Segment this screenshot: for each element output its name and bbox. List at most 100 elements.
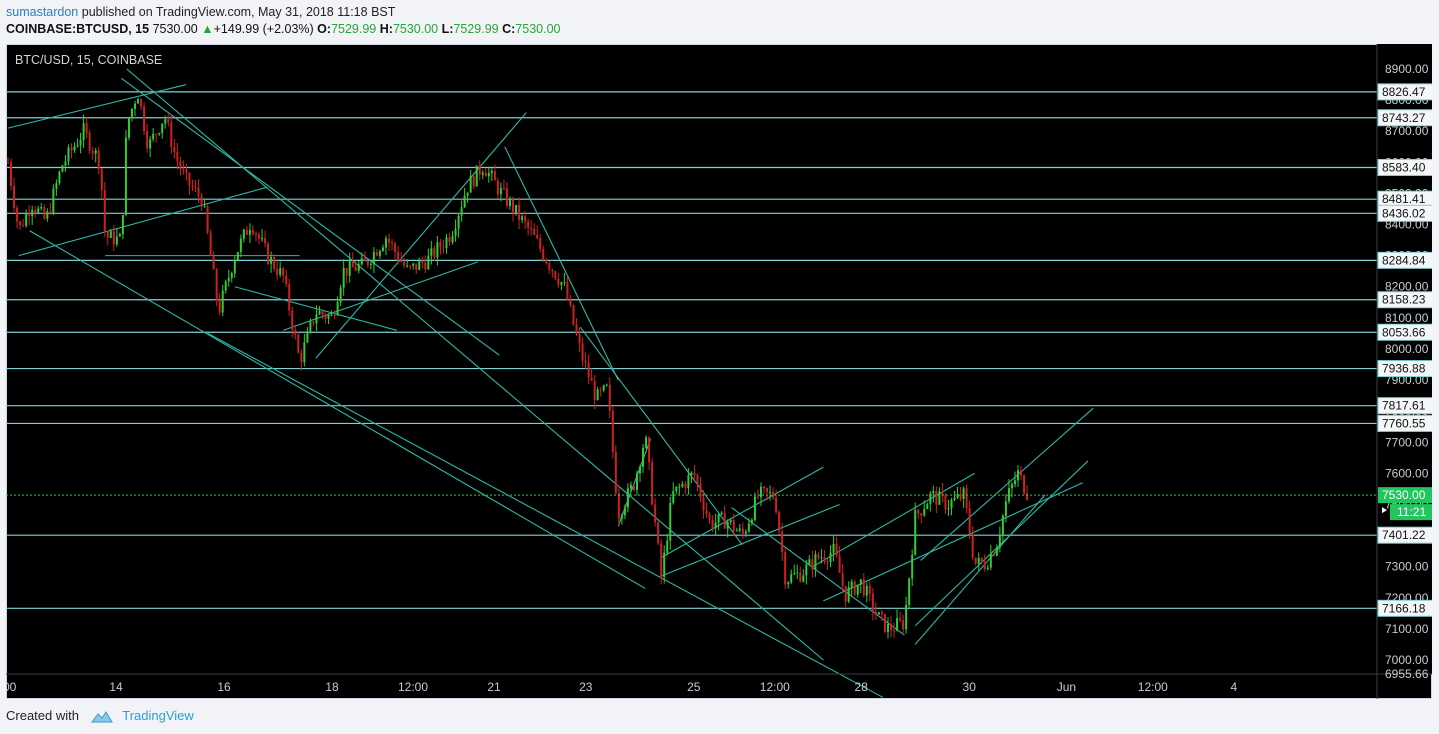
trend-line[interactable] xyxy=(315,112,527,359)
candle-body xyxy=(518,204,521,220)
candle-body xyxy=(841,572,844,586)
candle-body xyxy=(784,552,787,585)
trend-line[interactable] xyxy=(731,507,905,636)
candle-body xyxy=(548,263,551,270)
y-tick-label: 7100.00 xyxy=(1385,622,1429,636)
trend-line[interactable] xyxy=(617,438,652,527)
candle-body xyxy=(515,204,518,213)
chart-frame xyxy=(6,44,1432,699)
ohlc-row: COINBASE:BTCUSD, 15 7530.00 ▲+149.99 (+2… xyxy=(6,22,560,36)
trend-line[interactable] xyxy=(234,286,397,331)
candle-body xyxy=(693,472,696,476)
candle-body xyxy=(905,604,908,630)
candle-body xyxy=(188,172,191,186)
trend-line[interactable] xyxy=(661,466,824,558)
trend-line[interactable] xyxy=(920,407,1094,561)
candle-body xyxy=(717,514,720,523)
candle-body xyxy=(439,242,442,248)
candle-body xyxy=(793,573,796,575)
candle-body xyxy=(161,123,164,134)
candle-body xyxy=(64,161,67,166)
candle-body xyxy=(989,553,992,568)
candle-body xyxy=(499,187,502,195)
x-tick-label: 12:00 xyxy=(760,680,790,694)
level-price-label: 7401.22 xyxy=(1382,528,1426,542)
level-price-tag xyxy=(1377,291,1432,309)
candle-body xyxy=(536,234,539,239)
change-value: +149.99 (+2.03%) xyxy=(213,22,314,36)
trend-line[interactable] xyxy=(504,146,619,381)
trend-line[interactable] xyxy=(126,68,824,661)
candle-body xyxy=(58,171,61,184)
candle-body xyxy=(714,522,717,529)
candle-body xyxy=(914,509,917,555)
candle-body xyxy=(118,234,121,237)
candle-body xyxy=(998,534,1001,548)
candle-body xyxy=(521,216,524,220)
candle-body xyxy=(560,282,563,285)
candle-body xyxy=(239,238,242,253)
candle-body xyxy=(527,221,530,228)
candle-body xyxy=(947,508,950,510)
candle-body xyxy=(297,334,300,353)
level-price-tag xyxy=(1377,204,1432,222)
candle-body xyxy=(602,385,605,391)
candle-body xyxy=(291,310,294,330)
candle-body xyxy=(478,165,481,175)
candle-body xyxy=(778,512,781,532)
trend-line[interactable] xyxy=(914,494,1046,645)
candle-body xyxy=(366,261,369,265)
level-price-tag xyxy=(1377,83,1432,101)
countdown-tag xyxy=(1390,504,1432,521)
candle-body xyxy=(481,172,484,175)
candle-body xyxy=(874,611,877,615)
trend-line[interactable] xyxy=(29,230,646,589)
trend-line[interactable] xyxy=(661,503,840,577)
candle-body xyxy=(330,314,333,316)
candle-body xyxy=(578,334,581,344)
candle-body xyxy=(55,183,58,189)
candle-body xyxy=(487,172,490,177)
candle-body xyxy=(986,567,989,570)
candle-body xyxy=(170,122,173,148)
candle-body xyxy=(224,281,227,291)
candle-body xyxy=(493,171,496,181)
candle-body xyxy=(669,502,672,541)
price-axis-panel[interactable] xyxy=(1377,44,1432,674)
candle-body xyxy=(896,618,899,631)
trend-line[interactable] xyxy=(207,332,884,698)
candle-body xyxy=(164,119,167,124)
trend-line[interactable] xyxy=(579,326,743,546)
candle-body xyxy=(448,237,451,243)
candle-body xyxy=(738,528,741,531)
trend-line[interactable] xyxy=(914,460,1089,627)
candle-body xyxy=(596,389,599,401)
candle-body xyxy=(342,268,345,288)
tradingview-link[interactable]: TradingView xyxy=(122,708,194,723)
candle-body xyxy=(236,252,239,260)
trend-line[interactable] xyxy=(7,84,187,129)
trend-line[interactable] xyxy=(283,261,478,331)
candle-body xyxy=(938,491,941,505)
trend-line[interactable] xyxy=(121,77,500,356)
price-chart[interactable]: 8900.008800.008700.008600.008500.008400.… xyxy=(6,44,1432,699)
candle-body xyxy=(796,572,799,574)
candle-body xyxy=(179,161,182,169)
candle-body xyxy=(212,255,215,270)
candle-body xyxy=(753,496,756,520)
trend-line[interactable] xyxy=(18,186,268,257)
level-price-label: 8583.40 xyxy=(1382,160,1426,174)
last-price: 7530.00 xyxy=(152,22,198,36)
y-tick-label: 8900.00 xyxy=(1385,62,1429,76)
trend-line[interactable] xyxy=(823,482,1083,602)
author-link[interactable]: sumastardon xyxy=(6,5,79,19)
candle-body xyxy=(109,231,112,238)
candle-body xyxy=(666,540,669,553)
candle-body xyxy=(7,162,9,164)
current-price-tag xyxy=(1378,487,1432,504)
candle-body xyxy=(847,587,850,602)
candle-body xyxy=(865,585,868,596)
candle-body xyxy=(859,579,862,585)
x-tick-label: :00 xyxy=(6,680,17,694)
candle-body xyxy=(112,231,115,245)
